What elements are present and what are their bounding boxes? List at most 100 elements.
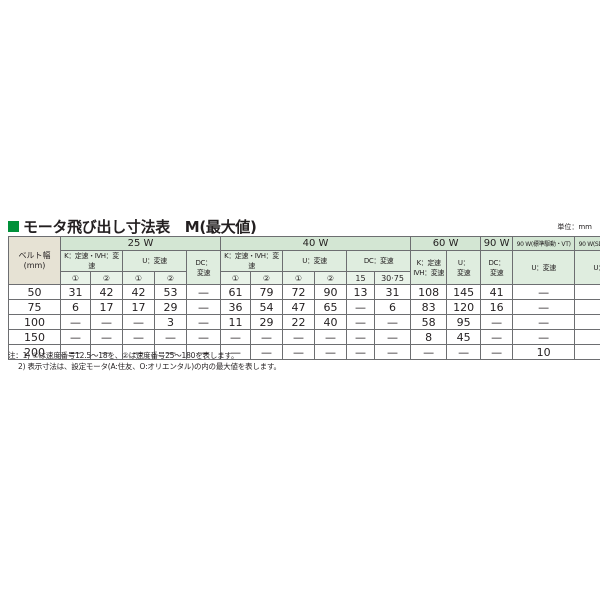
row-belt-width: 200 <box>8 344 61 360</box>
cell: 54 <box>250 299 283 315</box>
cell: 40 <box>314 314 347 330</box>
power-group-40w: 40 W <box>219 236 412 251</box>
cell: 10 <box>512 344 576 360</box>
footnote-line-2: 2) 表示寸法は、設定モータ(A:住友、O:オリエンタル)の内の最大値を表します… <box>18 361 281 371</box>
cell: 83 <box>410 299 448 315</box>
cell: 45 <box>446 329 482 345</box>
cell: 36 <box>220 299 251 315</box>
drive-90w-standard-u: U：変速 <box>512 250 576 285</box>
cell: 47 <box>282 299 315 315</box>
cell: — <box>122 329 155 345</box>
table-row: 75 6 17 17 29 — 36 54 47 65 — 6 83 120 1… <box>8 299 600 315</box>
cell: 145 <box>446 284 482 300</box>
row-belt-width: 50 <box>8 284 61 300</box>
drive-40w-k-ivh: K：定速・IVH：変速 <box>220 250 283 272</box>
cell: — <box>512 284 576 300</box>
cell: — <box>512 329 576 345</box>
cell: — <box>186 284 221 300</box>
cell: — <box>574 329 600 345</box>
speed-25w-k-1: ① <box>60 271 91 285</box>
cell: 3 <box>154 314 187 330</box>
cell: 16 <box>480 299 514 315</box>
cell: — <box>154 344 187 360</box>
cell: 58 <box>410 314 448 330</box>
cell: 22 <box>282 314 315 330</box>
drive-40w-dc: DC：変速 <box>345 250 412 272</box>
green-square-icon <box>8 221 19 232</box>
cell: — <box>346 299 375 315</box>
cell: 90 <box>314 284 347 300</box>
cell: 29 <box>250 314 283 330</box>
cell: 42 <box>90 284 123 300</box>
cell: — <box>250 344 283 360</box>
speed-25w-u-1: ① <box>122 271 155 285</box>
drive-60w-u: U： 変速 <box>446 250 482 285</box>
cell: 11 <box>220 314 251 330</box>
drive-60w-k-line1: K：定速 <box>416 258 441 267</box>
cell: 53 <box>154 284 187 300</box>
cell: — <box>512 299 576 315</box>
cell: 6 <box>60 299 91 315</box>
cell: 42 <box>122 284 155 300</box>
cell: 31 <box>373 284 412 300</box>
cell: — <box>512 314 576 330</box>
cell: 108 <box>410 284 448 300</box>
table-row: 50 31 42 42 53 — 61 79 72 90 13 31 108 1… <box>8 284 600 300</box>
cell: — <box>282 329 315 345</box>
cell: 120 <box>446 299 482 315</box>
power-group-90w: 90 W <box>480 236 514 251</box>
table-row: 200 — — — — — — — — — — — — — — 10 5 <box>8 344 600 360</box>
cell: 95 <box>446 314 482 330</box>
cell: — <box>220 329 251 345</box>
cell: — <box>574 314 600 330</box>
row-belt-width: 100 <box>8 314 61 330</box>
cell: — <box>574 284 600 300</box>
speed-25w-k-2: ② <box>90 271 123 285</box>
cell: — <box>90 329 123 345</box>
cell: 41 <box>480 284 514 300</box>
drive-25w-k-ivh: K：定速・IVH：変速 <box>60 250 123 272</box>
unit-label: 単位：mm <box>557 223 592 231</box>
corner-label-line1: ベルト幅 <box>18 251 51 261</box>
cell: — <box>410 344 448 360</box>
cell: 13 <box>346 284 375 300</box>
row-belt-width: 75 <box>8 299 61 315</box>
power-group-90w-sd2-vt: 90 W(SD2駆動・VT) <box>574 236 600 251</box>
cell: — <box>186 329 221 345</box>
drive-25w-dc-line2: 変速 <box>196 268 211 277</box>
drive-90w-sd2-u: U：変速 <box>574 250 600 285</box>
cell: — <box>480 344 514 360</box>
cell: — <box>346 329 375 345</box>
cell: — <box>282 344 315 360</box>
cell: — <box>373 329 412 345</box>
speed-40w-k-1: ① <box>220 271 251 285</box>
cell: 6 <box>373 299 412 315</box>
cell: 31 <box>60 284 91 300</box>
footnote-line-1: 注：1) ①は速度番号12.5〜18を、②は速度番号25〜180を表します。 <box>8 351 239 360</box>
power-group-90w-standard-vt: 90 W(標準駆動・VT) <box>512 236 576 251</box>
cell: — <box>60 344 91 360</box>
cell: — <box>186 314 221 330</box>
cell: 72 <box>282 284 315 300</box>
cell: — <box>373 344 412 360</box>
drive-60w-u-line1: U： <box>457 258 470 267</box>
cell: — <box>60 329 91 345</box>
cell: — <box>122 314 155 330</box>
cell: — <box>346 344 375 360</box>
footnotes: 注：1) ①は速度番号12.5〜18を、②は速度番号25〜180を表します。 2… <box>8 351 281 373</box>
cell: 61 <box>220 284 251 300</box>
cell: 5 <box>574 344 600 360</box>
drive-60w-u-line2: 変速 <box>456 268 471 277</box>
cell: — <box>90 344 123 360</box>
power-group-25w: 25 W <box>60 236 221 251</box>
cell: 8 <box>410 329 448 345</box>
cell: 17 <box>122 299 155 315</box>
section-title: モータ飛び出し寸法表 M(最大値) <box>8 216 257 237</box>
cell: — <box>314 344 347 360</box>
table-row: 150 — — — — — — — — — — — 8 45 — — — <box>8 329 600 345</box>
page-title: モータ飛び出し寸法表 M(最大値) <box>23 218 257 236</box>
dimension-table-wrapper: ベルト幅 (mm) 25 W 40 W 60 W 90 W 90 W(標準駆動・… <box>8 236 600 360</box>
cell: — <box>60 314 91 330</box>
cell: 65 <box>314 299 347 315</box>
